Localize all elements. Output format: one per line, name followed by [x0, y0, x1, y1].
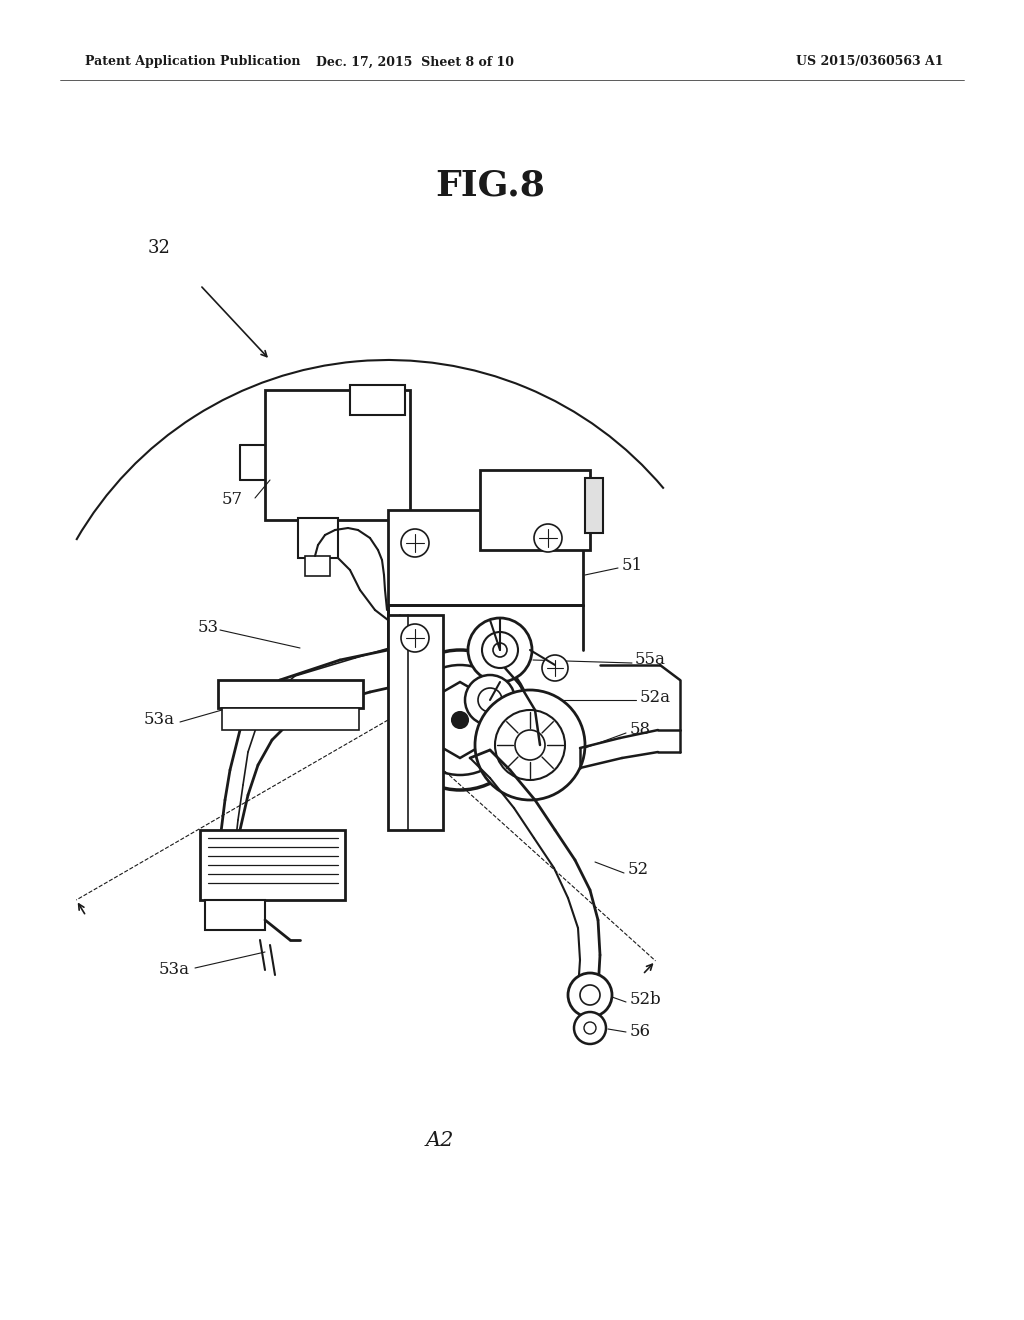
- Bar: [305, 556, 330, 576]
- Circle shape: [390, 649, 530, 789]
- Text: 58: 58: [630, 722, 651, 738]
- Bar: [265, 389, 410, 520]
- Circle shape: [568, 973, 612, 1016]
- Circle shape: [580, 985, 600, 1005]
- Bar: [388, 510, 583, 605]
- Text: 57: 57: [222, 491, 243, 508]
- Circle shape: [534, 524, 562, 552]
- Text: Patent Application Publication: Patent Application Publication: [85, 55, 300, 69]
- Bar: [388, 615, 443, 830]
- Bar: [218, 680, 362, 708]
- Bar: [480, 470, 590, 550]
- Circle shape: [482, 632, 518, 668]
- Text: 56: 56: [630, 1023, 651, 1040]
- Text: 53a: 53a: [159, 961, 190, 978]
- Bar: [222, 708, 359, 730]
- Text: 55a: 55a: [635, 652, 666, 668]
- Text: 32: 32: [148, 239, 171, 257]
- Circle shape: [542, 655, 568, 681]
- Circle shape: [468, 618, 532, 682]
- Circle shape: [465, 675, 515, 725]
- Text: 51: 51: [622, 557, 643, 573]
- Text: FIG.8: FIG.8: [435, 168, 545, 202]
- Circle shape: [401, 624, 429, 652]
- Text: US 2015/0360563 A1: US 2015/0360563 A1: [797, 55, 944, 69]
- Polygon shape: [427, 682, 493, 758]
- Circle shape: [574, 1012, 606, 1044]
- Text: 53: 53: [198, 619, 219, 636]
- Circle shape: [493, 643, 507, 657]
- Circle shape: [475, 690, 585, 800]
- Circle shape: [478, 688, 502, 711]
- Circle shape: [452, 711, 468, 729]
- Text: 53a: 53a: [144, 711, 175, 729]
- Bar: [350, 385, 406, 414]
- Text: 52a: 52a: [640, 689, 671, 706]
- Bar: [200, 830, 345, 900]
- Bar: [298, 517, 338, 558]
- Circle shape: [584, 1022, 596, 1034]
- Text: Dec. 17, 2015  Sheet 8 of 10: Dec. 17, 2015 Sheet 8 of 10: [316, 55, 514, 69]
- Circle shape: [515, 730, 545, 760]
- Circle shape: [406, 665, 515, 775]
- Bar: [205, 900, 265, 931]
- Text: 52: 52: [628, 862, 649, 879]
- Circle shape: [495, 710, 565, 780]
- Circle shape: [407, 797, 433, 822]
- Text: A2: A2: [426, 1130, 455, 1150]
- Text: 52b: 52b: [630, 991, 662, 1008]
- Circle shape: [401, 529, 429, 557]
- Bar: [585, 478, 603, 533]
